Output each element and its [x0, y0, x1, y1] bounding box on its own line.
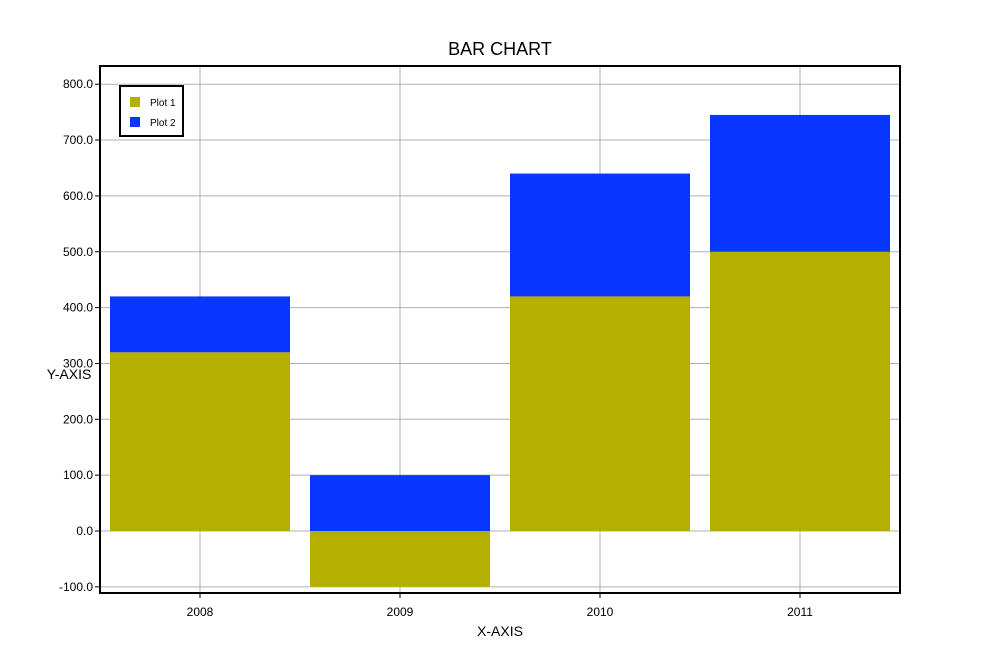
bar-plot-2-2008: [110, 296, 290, 353]
x-tick-label: 2009: [387, 605, 414, 619]
bar-plot-1-2010: [510, 296, 690, 531]
bar-plot-2-2009: [310, 475, 490, 531]
x-tick-labels: 2008 2009 2010 2011: [187, 593, 813, 619]
y-tick-label: 200.0: [63, 412, 93, 426]
y-tick-label: 0.0: [76, 524, 93, 538]
x-tick-label: 2008: [187, 605, 214, 619]
y-tick-label: 800.0: [63, 77, 93, 91]
x-tick-label: 2010: [587, 605, 614, 619]
y-tick-label: 700.0: [63, 133, 93, 147]
plot-frame: [99, 65, 901, 594]
bar-plot-2-2011: [710, 114, 890, 252]
bars: [110, 114, 890, 587]
bar-plot-1-2009: [310, 531, 490, 587]
legend-label: Plot 2: [150, 118, 176, 129]
y-tick-labels: -100.0 0.0 100.0 200.0 300.0 400.0 500.0 600.0 7…: [59, 77, 100, 594]
y-tick-label: 500.0: [63, 245, 93, 259]
x-tick-label: 2011: [787, 605, 813, 619]
chart-title: BAR CHART: [448, 39, 552, 59]
legend-label: Plot 1: [150, 98, 176, 109]
bar-plot-2-2010: [510, 173, 690, 297]
y-tick-label: 100.0: [63, 468, 93, 482]
legend-swatch: [130, 117, 140, 127]
bar-plot-1-2008: [110, 352, 290, 531]
y-tick-label: 400.0: [63, 301, 93, 315]
legend: Plot 1 Plot 2: [119, 85, 184, 137]
x-axis-label: X-AXIS: [477, 623, 523, 639]
bar-plot-1-2011: [710, 251, 890, 531]
y-tick-label: -100.0: [59, 580, 93, 594]
y-axis-label: Y-AXIS: [47, 366, 92, 382]
y-tick-label: 300.0: [63, 356, 93, 370]
y-tick-label: 600.0: [63, 189, 93, 203]
legend-swatch: [130, 97, 140, 107]
legend-box: [119, 85, 184, 137]
